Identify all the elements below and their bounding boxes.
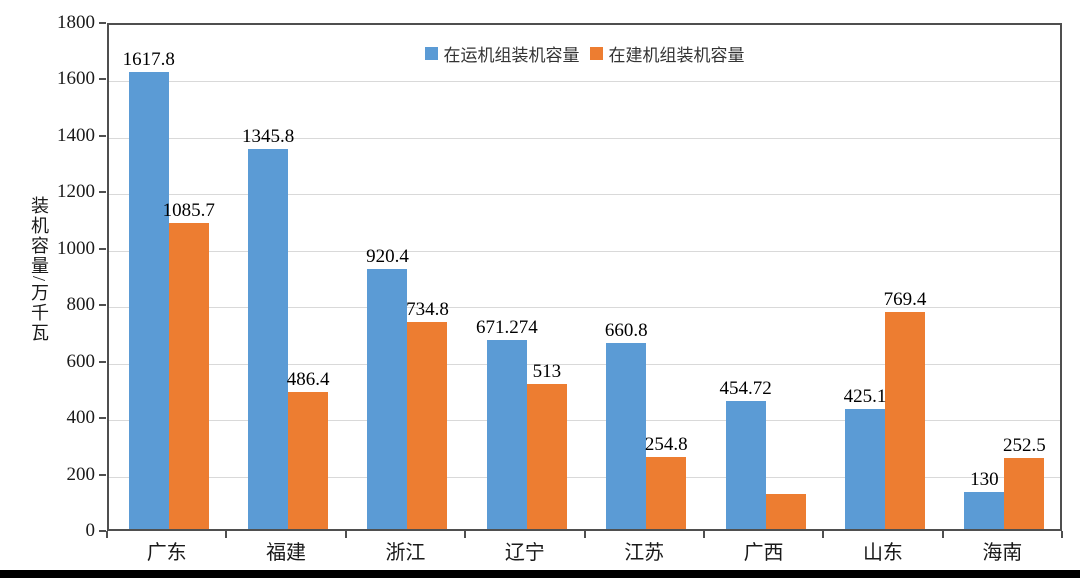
bar-value-label: 254.8 [644, 434, 688, 456]
legend-item: 在建机组装机容量 [589, 41, 745, 66]
legend-label: 在运机组装机容量 [443, 46, 580, 65]
bar-value-label: 486.4 [286, 368, 330, 390]
y-tick-mark [99, 191, 106, 194]
y-tick-mark [99, 134, 106, 137]
y-tick-label: 800 [66, 294, 96, 316]
gridline [109, 420, 1060, 422]
x-tick-mark [1061, 531, 1063, 538]
plot-area: 1617.8 1085.7 1345.8 486.4 920.4 734.8 671.274… [107, 23, 1062, 531]
x-tick-mark [583, 531, 586, 538]
bar [765, 493, 806, 529]
gridline [109, 81, 1060, 83]
y-tick-mark [99, 417, 106, 420]
x-tick-mark [822, 531, 825, 538]
bar [128, 72, 169, 529]
x-tick-mark [225, 531, 228, 538]
y-tick-label: 400 [66, 407, 96, 429]
bar [288, 391, 329, 529]
gridline [109, 307, 1060, 309]
bar [606, 342, 647, 529]
x-tick-mark [702, 531, 705, 538]
x-category-label: 广西 [743, 542, 784, 564]
legend-swatch-icon [424, 47, 438, 60]
x-category-label: 江苏 [624, 542, 665, 564]
y-tick-mark [99, 473, 106, 476]
y-tick-label: 1000 [57, 237, 95, 259]
bar-value-label: 734.8 [406, 298, 449, 320]
bar [646, 457, 687, 529]
y-tick-mark [99, 22, 106, 24]
y-tick-label: 1600 [57, 68, 95, 90]
y-tick-mark [99, 78, 106, 81]
x-category-label: 广东 [146, 542, 187, 564]
bar-value-label: 454.72 [719, 377, 772, 399]
y-tick-label: 200 [66, 463, 96, 485]
gridline [109, 250, 1060, 252]
y-tick-mark [99, 304, 106, 307]
bar [526, 384, 567, 529]
bar-value-label: 130 [970, 469, 999, 491]
y-tick-mark [99, 360, 106, 363]
gridline [109, 137, 1060, 139]
gridline [109, 476, 1060, 478]
bar-value-label: 513 [532, 361, 562, 383]
x-category-label: 浙江 [385, 542, 426, 564]
x-tick-mark [941, 531, 944, 538]
x-category-label: 福建 [266, 542, 307, 564]
x-tick-mark [464, 531, 467, 538]
y-tick-mark [99, 247, 106, 250]
bar-value-label: 1345.8 [241, 126, 295, 148]
bar [725, 400, 766, 529]
legend: 在运机组装机容量 在建机组装机容量 [107, 41, 1062, 66]
y-tick-label: 1200 [57, 181, 95, 203]
y-tick-label: 600 [66, 350, 96, 372]
bar [248, 149, 289, 529]
y-tick-label: 1400 [57, 124, 95, 146]
bar-value-label: 1617.8 [122, 49, 175, 71]
legend-label: 在建机组装机容量 [608, 46, 745, 65]
bar [964, 492, 1005, 529]
legend-item: 在运机组装机容量 [424, 41, 580, 66]
x-category-label: 山东 [862, 542, 903, 564]
y-tick-label: 1800 [57, 12, 95, 33]
y-axis-title: 装机容量/万千瓦 [29, 196, 49, 344]
bar-value-label: 1085.7 [162, 199, 215, 221]
bar [486, 339, 527, 529]
bar [168, 222, 209, 529]
legend-swatch-icon [589, 47, 603, 60]
bar-value-label: 660.8 [604, 319, 648, 341]
y-tick-label: 0 [85, 520, 96, 541]
bar [844, 409, 885, 529]
x-category-label: 辽宁 [504, 542, 545, 564]
bar [407, 321, 448, 529]
bar-value-label: 671.274 [475, 316, 538, 338]
bar [884, 311, 925, 529]
bar-value-label: 769.4 [883, 288, 927, 310]
bar [1004, 457, 1045, 529]
bar [367, 269, 408, 529]
y-tick-mark [99, 530, 106, 532]
gridline [109, 363, 1060, 365]
bar-value-label: 425.1 [843, 386, 887, 408]
bar-value-label: 252.5 [1002, 434, 1046, 456]
gridline [109, 194, 1060, 196]
x-tick-mark [106, 531, 108, 538]
x-category-label: 海南 [982, 542, 1023, 564]
bottom-border-bar [0, 570, 1080, 578]
x-tick-mark [344, 531, 347, 538]
bar-value-label: 920.4 [366, 246, 409, 268]
